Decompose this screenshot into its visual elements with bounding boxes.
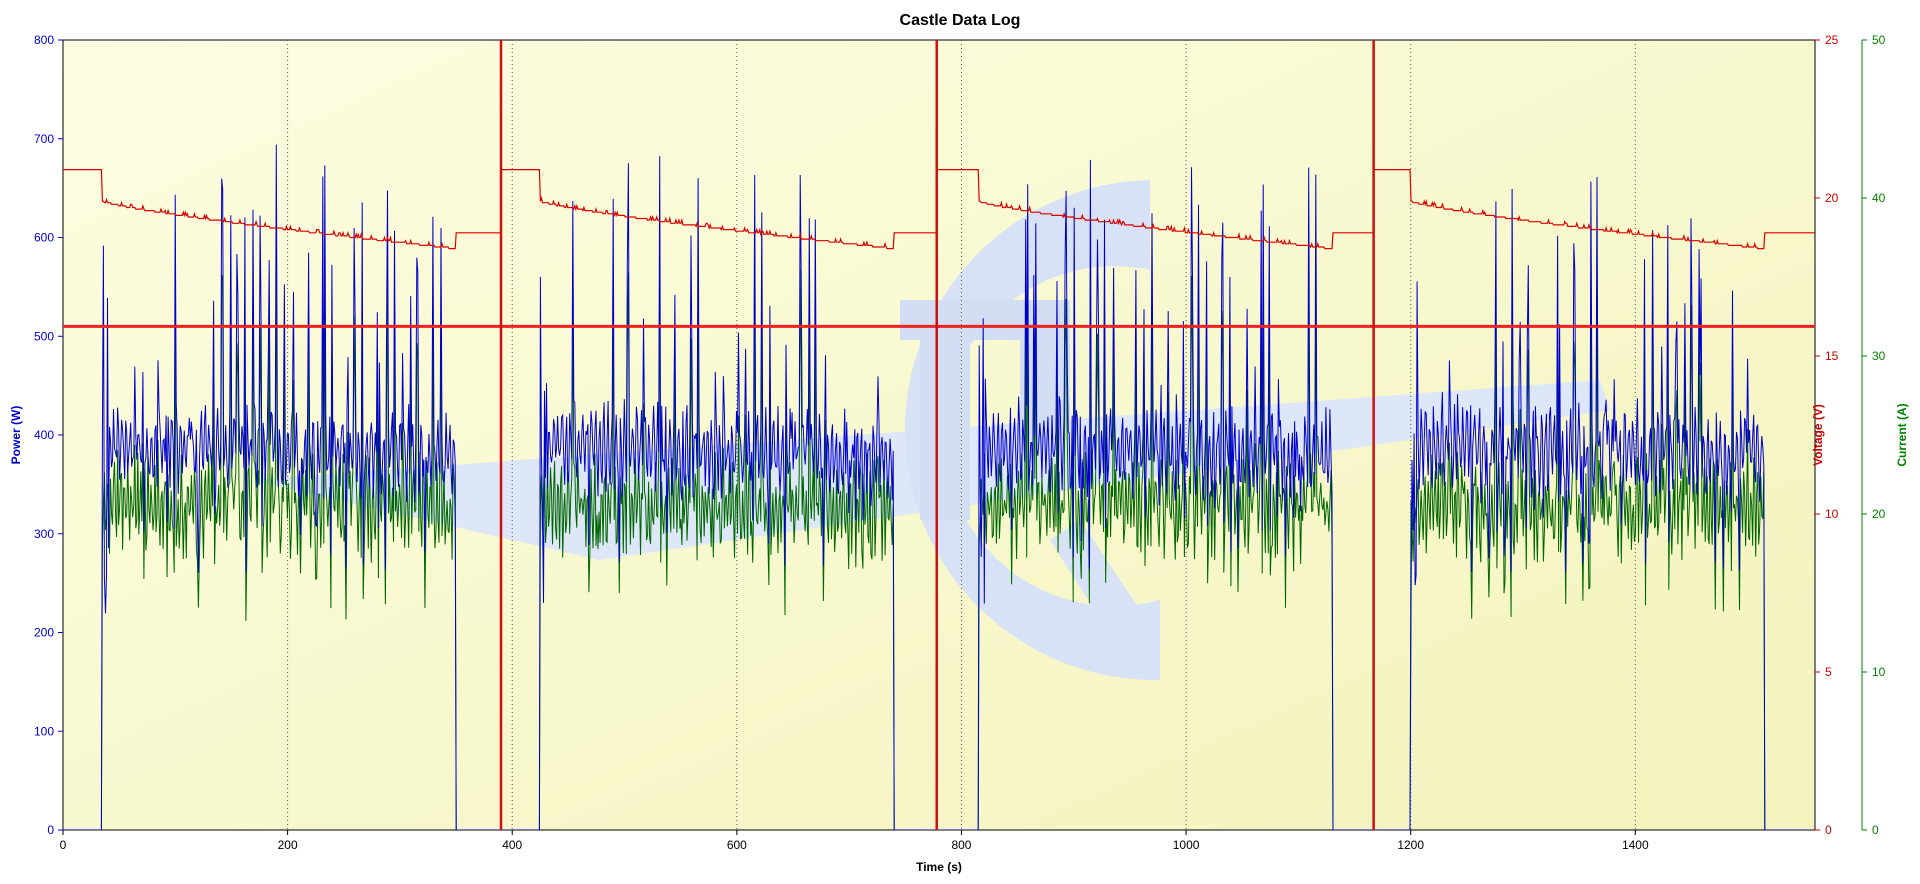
power-tick-label: 700 bbox=[34, 132, 54, 146]
x-tick-label: 0 bbox=[60, 838, 67, 852]
x-tick-label: 1200 bbox=[1397, 838, 1424, 852]
power-tick-label: 400 bbox=[34, 428, 54, 442]
current-tick-label: 10 bbox=[1872, 665, 1886, 679]
voltage-tick-label: 20 bbox=[1825, 191, 1839, 205]
power-tick-label: 600 bbox=[34, 231, 54, 245]
x-axis: 0 200 400 600 800 1000 1200 1400 bbox=[60, 830, 1649, 852]
voltage-tick-label: 0 bbox=[1825, 823, 1832, 837]
voltage-tick-label: 25 bbox=[1825, 33, 1839, 47]
x-tick-label: 1000 bbox=[1173, 838, 1200, 852]
x-tick-label: 600 bbox=[727, 838, 747, 852]
power-tick-label: 200 bbox=[34, 626, 54, 640]
x-tick-label: 1400 bbox=[1622, 838, 1649, 852]
power-tick-label: 0 bbox=[47, 823, 54, 837]
power-axis-label: Power (W) bbox=[9, 406, 23, 465]
x-tick-label: 400 bbox=[502, 838, 522, 852]
marker-lines bbox=[63, 40, 1815, 830]
power-tick-label: 300 bbox=[34, 527, 54, 541]
x-axis-label: Time (s) bbox=[916, 860, 962, 874]
voltage-tick-label: 5 bbox=[1825, 665, 1832, 679]
voltage-axis-label: Voltage (V) bbox=[1811, 404, 1825, 466]
x-tick-label: 800 bbox=[951, 838, 971, 852]
current-tick-label: 40 bbox=[1872, 191, 1886, 205]
power-axis: 0 100 200 300 400 500 600 700 800 bbox=[34, 33, 63, 837]
chart-title: Castle Data Log bbox=[900, 12, 1021, 29]
current-axis: 0 10 20 30 40 50 bbox=[1861, 33, 1886, 837]
series-power-line bbox=[63, 144, 1815, 830]
current-tick-label: 30 bbox=[1872, 349, 1886, 363]
current-tick-label: 50 bbox=[1872, 33, 1886, 47]
power-tick-label: 100 bbox=[34, 724, 54, 738]
power-tick-label: 800 bbox=[34, 33, 54, 47]
x-tick-label: 200 bbox=[278, 838, 298, 852]
voltage-tick-label: 10 bbox=[1825, 507, 1839, 521]
voltage-tick-label: 15 bbox=[1825, 349, 1839, 363]
series-voltage-line bbox=[63, 169, 1815, 250]
current-tick-label: 0 bbox=[1872, 823, 1879, 837]
power-tick-label: 500 bbox=[34, 329, 54, 343]
current-axis-label: Current (A) bbox=[1895, 403, 1909, 466]
voltage-axis: 0 5 10 15 20 25 bbox=[1815, 33, 1839, 837]
current-tick-label: 20 bbox=[1872, 507, 1886, 521]
